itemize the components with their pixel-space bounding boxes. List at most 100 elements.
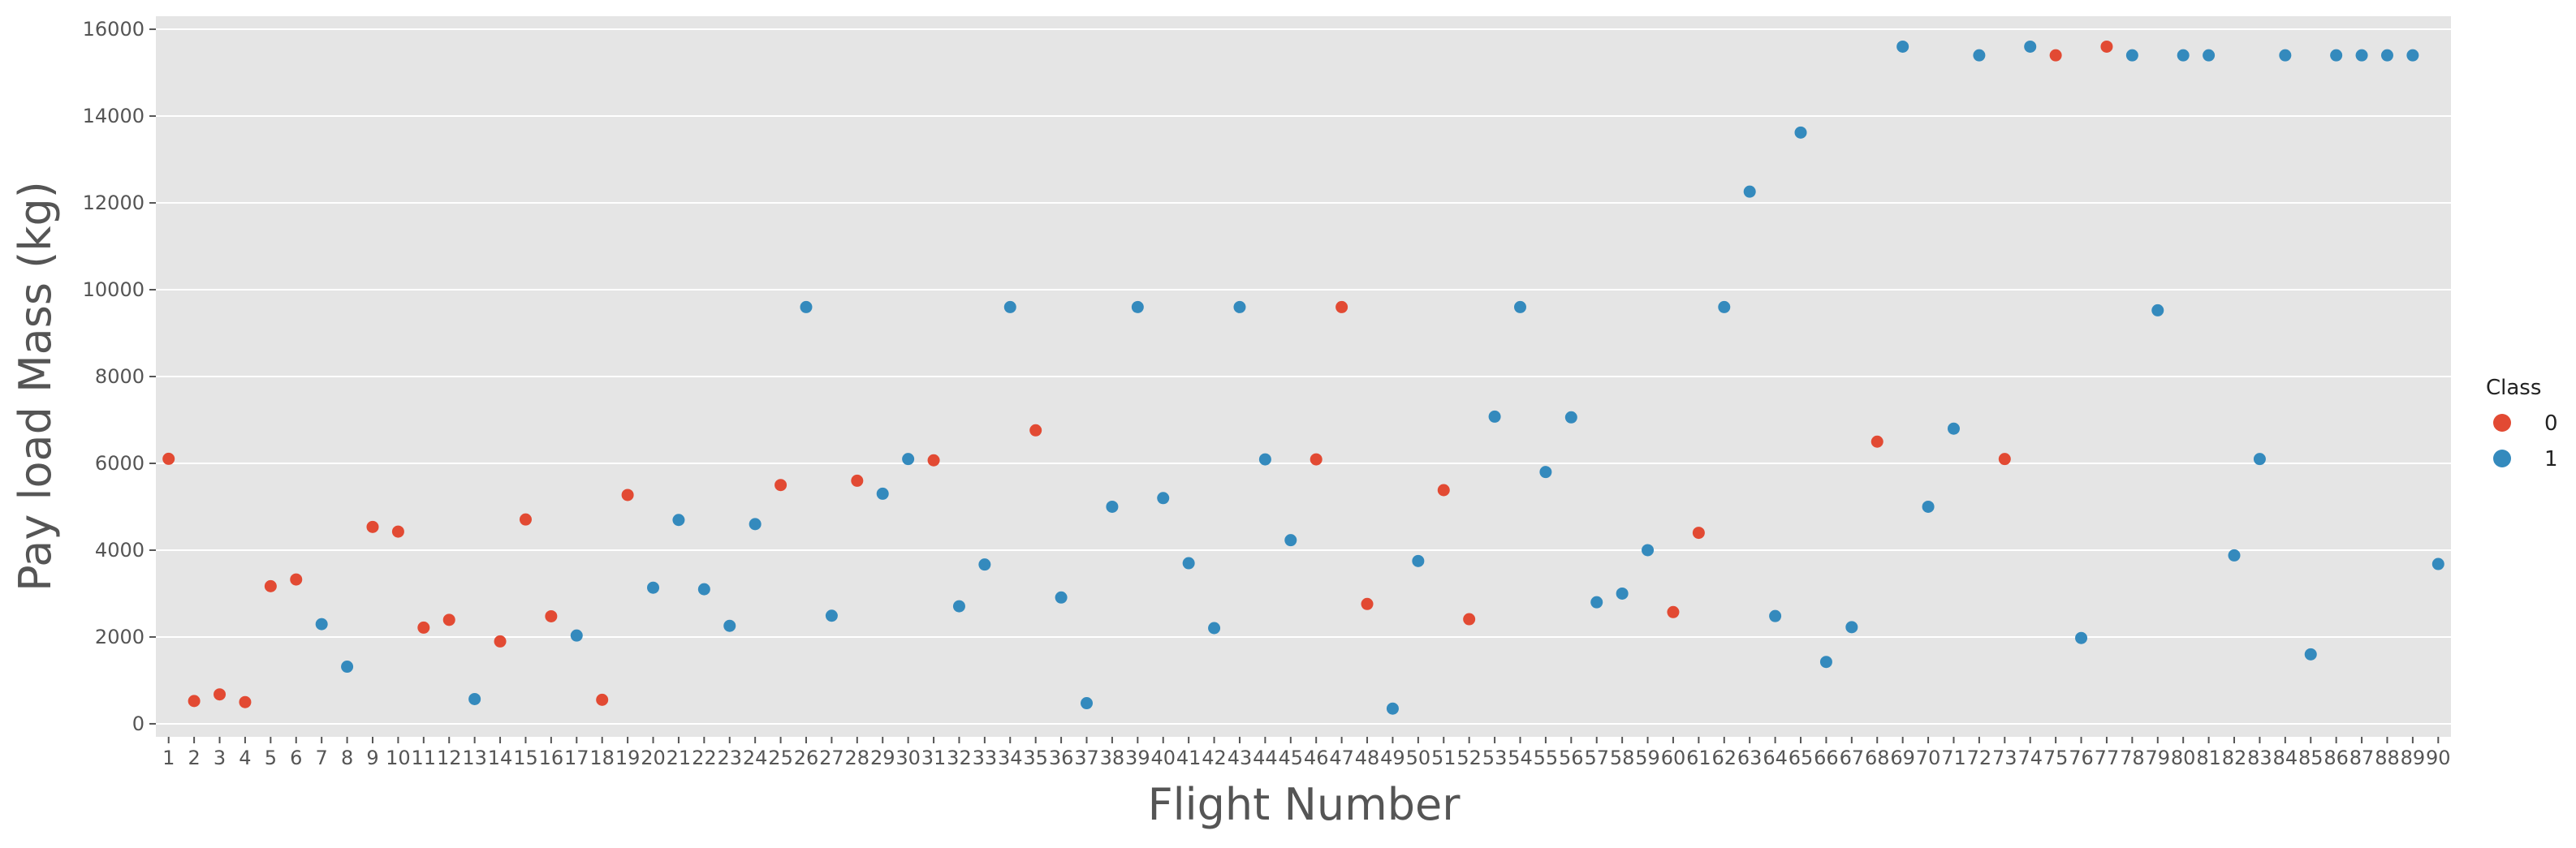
- x-tick-label: 11: [412, 747, 437, 769]
- legend-label: 1: [2544, 447, 2558, 471]
- x-tick-label: 53: [1482, 747, 1508, 769]
- y-tick-label: 10000: [83, 278, 145, 301]
- data-point: [1590, 596, 1603, 609]
- y-tick-label: 6000: [95, 452, 145, 475]
- x-tick-label: 89: [2401, 747, 2426, 769]
- data-point: [723, 619, 736, 632]
- x-tick-label: 1: [162, 747, 175, 769]
- data-point: [1157, 492, 1170, 505]
- data-point: [1003, 300, 1016, 313]
- data-point: [2228, 549, 2241, 562]
- x-tick-label: 2: [188, 747, 200, 769]
- data-point: [1437, 484, 1450, 497]
- data-point: [239, 695, 252, 708]
- data-point: [749, 518, 762, 531]
- x-tick-label: 66: [1814, 747, 1839, 769]
- data-point: [2024, 40, 2037, 53]
- x-tick-label: 20: [641, 747, 666, 769]
- x-tick-label: 25: [768, 747, 793, 769]
- data-point: [1412, 554, 1425, 567]
- data-point: [1998, 453, 2011, 466]
- data-point: [1463, 613, 1476, 626]
- x-tick-label: 30: [895, 747, 921, 769]
- data-point: [1896, 40, 1909, 53]
- x-tick-label: 46: [1304, 747, 1329, 769]
- x-tick-label: 14: [488, 747, 513, 769]
- data-point: [2431, 557, 2444, 570]
- y-axis-ticks: 0 2000 4000 6000 8000 10000 12000 14000 16000: [83, 18, 156, 735]
- legend-marker: [2493, 450, 2511, 467]
- x-tick-label: 60: [1661, 747, 1686, 769]
- x-axis-label: Flight Number: [1148, 779, 1461, 830]
- data-point: [442, 613, 455, 626]
- x-tick-label: 10: [386, 747, 411, 769]
- data-point: [1616, 587, 1629, 600]
- data-point: [1642, 544, 1655, 557]
- y-tick-label: 16000: [83, 18, 145, 41]
- x-tick-label: 56: [1559, 747, 1584, 769]
- data-point: [1361, 597, 1374, 610]
- data-point: [1081, 697, 1094, 710]
- data-point: [1564, 411, 1577, 424]
- grid-lines: [156, 28, 2451, 725]
- data-point: [214, 688, 227, 701]
- data-point: [391, 525, 404, 538]
- data-point: [2380, 49, 2393, 62]
- data-point: [519, 513, 532, 526]
- data-point: [1667, 605, 1680, 618]
- x-tick-label: 64: [1763, 747, 1788, 769]
- data-point: [672, 514, 685, 527]
- y-axis-label: Pay load Mass (kg): [10, 181, 61, 592]
- x-tick-label: 28: [845, 747, 870, 769]
- data-point: [1973, 49, 1986, 62]
- x-tick-label: 18: [589, 747, 615, 769]
- data-point: [2125, 49, 2138, 62]
- x-tick-label: 42: [1202, 747, 1227, 769]
- x-tick-label: 37: [1074, 747, 1099, 769]
- x-tick-label: 51: [1431, 747, 1456, 769]
- x-tick-label: 24: [743, 747, 768, 769]
- data-point: [2049, 49, 2062, 62]
- data-point: [1539, 466, 1552, 479]
- x-tick-label: 32: [947, 747, 972, 769]
- x-tick-label: 9: [366, 747, 378, 769]
- data-point: [952, 600, 965, 613]
- data-point: [468, 692, 481, 705]
- x-tick-label: 36: [1049, 747, 1074, 769]
- x-tick-label: 67: [1840, 747, 1865, 769]
- data-point: [2355, 49, 2368, 62]
- data-point: [1029, 424, 1042, 437]
- x-tick-label: 70: [1916, 747, 1941, 769]
- x-tick-label: 78: [2120, 747, 2145, 769]
- data-point: [1922, 500, 1935, 513]
- data-point: [315, 618, 328, 631]
- data-point: [188, 695, 201, 708]
- x-tick-label: 62: [1712, 747, 1737, 769]
- data-point: [1692, 527, 1705, 540]
- x-tick-label: 75: [2043, 747, 2069, 769]
- data-point: [1743, 185, 1756, 198]
- x-tick-label: 45: [1279, 747, 1304, 769]
- x-tick-label: 73: [1992, 747, 2017, 769]
- data-point: [2075, 631, 2088, 644]
- data-point: [647, 581, 660, 594]
- data-point: [494, 635, 507, 648]
- data-point: [825, 609, 838, 622]
- data-point: [2406, 49, 2419, 62]
- data-point: [1233, 300, 1246, 313]
- data-point: [2304, 648, 2317, 661]
- data-points: [162, 40, 2444, 715]
- x-tick-label: 76: [2069, 747, 2094, 769]
- x-tick-label: 13: [462, 747, 487, 769]
- x-tick-label: 77: [2095, 747, 2120, 769]
- data-point: [545, 609, 558, 622]
- x-tick-label: 59: [1635, 747, 1660, 769]
- x-tick-label: 23: [717, 747, 742, 769]
- data-point: [1718, 300, 1731, 313]
- x-tick-label: 88: [2375, 747, 2400, 769]
- data-point: [366, 520, 379, 533]
- data-point: [2177, 49, 2190, 62]
- x-tick-label: 90: [2426, 747, 2451, 769]
- data-point: [851, 474, 864, 487]
- legend-label: 0: [2544, 411, 2558, 436]
